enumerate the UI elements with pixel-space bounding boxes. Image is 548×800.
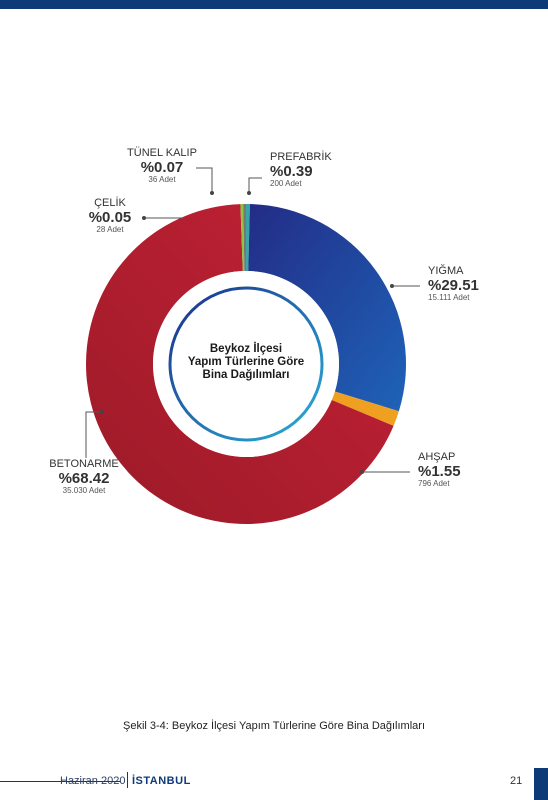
label-count-yigma: 15.111 Adet: [428, 293, 470, 302]
label-count-tunel-kalip: 36 Adet: [148, 175, 176, 184]
label-percent-prefabrik: %0.39: [270, 163, 313, 180]
figure-caption: Şekil 3-4: Beykoz İlçesi Yapım Türlerine…: [122, 720, 425, 732]
slice-tunel-kalip: [243, 204, 246, 272]
leader-line-prefabrik: [248, 177, 262, 193]
label-count-prefabrik: 200 Adet: [270, 179, 302, 188]
label-name-celik: ÇELİK: [94, 196, 126, 209]
footer-brand: İSTANBUL: [132, 775, 191, 787]
center-ring: [168, 286, 324, 442]
leader-dot-yigma: [390, 284, 394, 288]
center-title-line-1: Beykoz İlçesi: [210, 342, 282, 355]
leader-dot-betonarme: [100, 410, 104, 414]
label-percent-betonarme: %68.42: [59, 470, 110, 487]
label-percent-celik: %0.05: [89, 209, 132, 226]
slice-prefabrik: [246, 204, 250, 272]
label-count-betonarme: 35.030 Adet: [63, 486, 106, 495]
footer-line: [0, 781, 120, 782]
leader-line-betonarme: [85, 411, 102, 458]
slice-betonarme: [86, 204, 394, 524]
corner-accent: [534, 768, 548, 800]
label-name-betonarme: BETONARME: [49, 458, 118, 470]
top-bar: [0, 0, 548, 9]
page-number: 21: [510, 775, 523, 787]
label-count-celik: 28 Adet: [96, 225, 124, 234]
leader-dot-ahsap: [360, 470, 364, 474]
label-percent-yigma: %29.51: [428, 277, 479, 294]
label-name-yigma: YIĞMA: [428, 264, 464, 277]
label-percent-ahsap: %1.55: [418, 463, 461, 480]
leader-dot-celik: [142, 216, 146, 220]
label-count-ahsap: 796 Adet: [418, 479, 450, 488]
slice-yigma: [248, 204, 406, 412]
label-name-prefabrik: PREFABRİK: [270, 150, 332, 163]
center-title-line-3: Bina Dağılımları: [203, 369, 290, 381]
center-title-line-2: Yapım Türlerine Göre: [188, 356, 304, 368]
label-name-ahsap: AHŞAP: [418, 451, 455, 463]
leader-dot-prefabrik: [247, 191, 251, 195]
label-percent-tunel-kalip: %0.07: [141, 159, 184, 176]
leader-line-tunel-kalip: [196, 167, 213, 193]
footer-separator: [127, 772, 128, 788]
footer-date: Haziran 2020: [60, 775, 126, 787]
leader-dot-tunel-kalip: [210, 191, 214, 195]
slice-celik: [240, 204, 245, 272]
slice-ahsap: [331, 391, 399, 426]
center-disc: [153, 271, 339, 457]
label-name-tunel-kalip: TÜNEL KALIP: [127, 147, 197, 159]
